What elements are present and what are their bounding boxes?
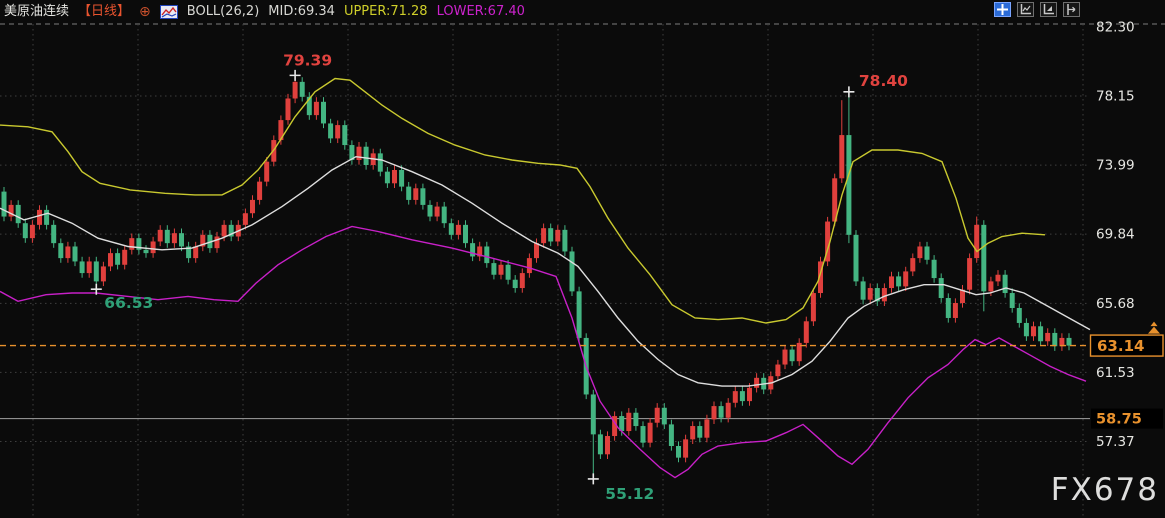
period-label: 【日线】 [78, 4, 131, 19]
boll-upper-band [0, 77, 1046, 324]
high-price-label: 78.40 [859, 72, 908, 90]
expand-icon[interactable]: ⊕ [139, 4, 151, 20]
axis-tick-label: 57.37 [1096, 434, 1135, 450]
axis-scale-tool-button[interactable] [1017, 2, 1034, 17]
bollinger-bands [0, 77, 1091, 479]
extreme-cross-marker [587, 473, 599, 485]
current-price-tag-box [1089, 334, 1164, 357]
support-price-tag: 58.75 [1096, 412, 1142, 428]
extreme-cross-marker [289, 69, 301, 81]
chart-header: 美原油连续 【日线】 ⊕ BOLL(26,2) MID:69.34 UPPER:… [4, 2, 525, 22]
candles [1, 75, 1072, 479]
extreme-cross-marker [90, 283, 102, 295]
price-axis: 82.30 78.15 73.99 69.84 65.68 61.53 57.37 58.75… [1089, 20, 1164, 450]
axis-tick-label: 82.30 [1096, 20, 1135, 36]
mini-chart-icon [159, 5, 178, 19]
price-up-arrow-icon [1148, 321, 1160, 334]
boll-mid-value: MID:69.34 [268, 4, 335, 19]
current-price-tag: 63.14 [1097, 337, 1144, 355]
axis-tick-label: 69.84 [1096, 227, 1135, 243]
pan-tool-button[interactable] [1063, 2, 1080, 17]
boll-lower-value: LOWER:67.40 [436, 4, 525, 19]
watermark-fx678: FX678 [1050, 472, 1159, 508]
axis-tick-label: 78.15 [1096, 89, 1135, 105]
low-price-label: 66.53 [104, 294, 153, 312]
chart-toolbar [994, 2, 1080, 17]
crosshair-tool-button[interactable] [994, 2, 1011, 17]
boll-mid-band [0, 155, 1091, 387]
boll-upper-value: UPPER:71.28 [343, 4, 428, 19]
low-price-label: 55.12 [605, 485, 654, 503]
axis-tick-label: 65.68 [1096, 296, 1135, 312]
high-price-label: 79.39 [283, 51, 332, 69]
axis-zoom-tool-button[interactable] [1040, 2, 1057, 17]
boll-lower-band [0, 225, 1087, 479]
axis-tick-label: 73.99 [1096, 158, 1135, 174]
extreme-cross-marker [843, 86, 855, 98]
axis-tick-label: 61.53 [1096, 365, 1135, 381]
price-annotations: 79.39 78.40 66.53 55.12 [90, 51, 908, 503]
symbol-name: 美原油连续 [4, 4, 70, 19]
indicator-name[interactable]: BOLL(26,2) [186, 4, 260, 19]
